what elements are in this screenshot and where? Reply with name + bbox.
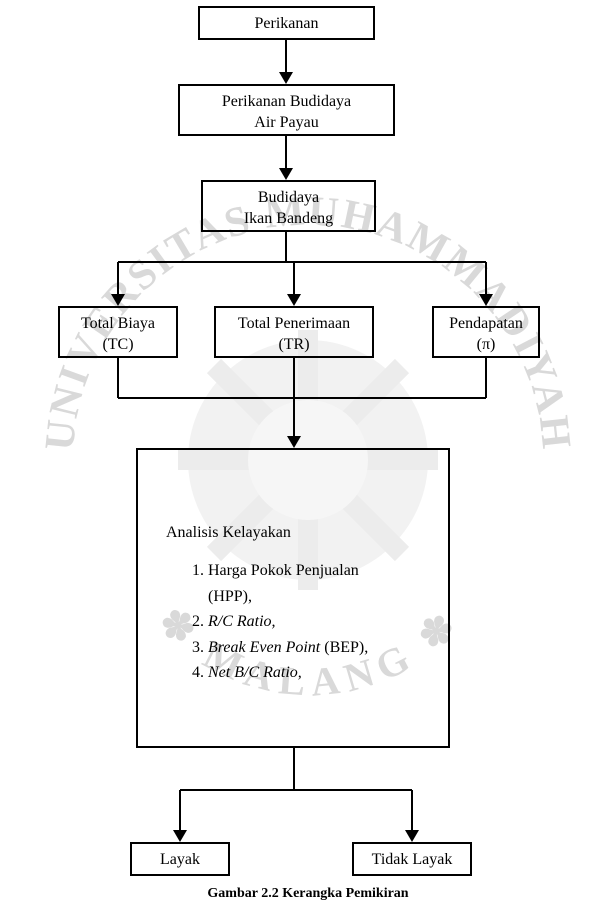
node-total-penerimaan-line2: (TR) xyxy=(278,336,309,353)
node-perikanan-label: Perikanan xyxy=(255,15,319,32)
figure-caption: Gambar 2.2 Kerangka Pemikiran xyxy=(0,886,616,902)
node-total-biaya: Total Biaya (TC) xyxy=(58,306,178,358)
node-layak-label: Layak xyxy=(160,851,200,868)
node-tidak-layak-label: Tidak Layak xyxy=(372,851,453,868)
analysis-item-2: R/C Ratio, xyxy=(208,609,424,635)
analysis-item-4: Net B/C Ratio, xyxy=(208,660,424,686)
node-layak: Layak xyxy=(130,842,230,876)
analysis-list: Harga Pokok Penjualan (HPP), R/C Ratio, … xyxy=(184,558,424,686)
node-budidaya-air-payau: Perikanan Budidaya Air Payau xyxy=(178,84,395,136)
analysis-item-3: Break Even Point (BEP), xyxy=(208,635,424,661)
node-pendapatan: Pendapatan (π) xyxy=(432,306,540,358)
node-total-penerimaan-line1: Total Penerimaan xyxy=(238,315,350,332)
node-pendapatan-line1: Pendapatan xyxy=(449,315,523,332)
flowchart: Perikanan Perikanan Budidaya Air Payau B… xyxy=(0,0,616,906)
node-budidaya-air-payau-line1: Perikanan Budidaya xyxy=(222,93,351,110)
node-analisis-kelayakan: Analisis Kelayakan Harga Pokok Penjualan… xyxy=(136,448,450,748)
analysis-item-1: Harga Pokok Penjualan (HPP), xyxy=(208,558,424,609)
node-ikan-bandeng-line2: Ikan Bandeng xyxy=(244,210,333,227)
node-total-penerimaan: Total Penerimaan (TR) xyxy=(214,306,374,358)
analysis-title: Analisis Kelayakan xyxy=(166,524,291,542)
node-ikan-bandeng: Budidaya Ikan Bandeng xyxy=(201,180,376,232)
node-tidak-layak: Tidak Layak xyxy=(352,842,472,876)
node-total-biaya-line1: Total Biaya xyxy=(81,315,155,332)
node-pendapatan-line2: (π) xyxy=(477,336,496,353)
node-total-biaya-line2: (TC) xyxy=(102,336,133,353)
node-perikanan: Perikanan xyxy=(198,6,375,40)
node-budidaya-air-payau-line2: Air Payau xyxy=(254,114,318,131)
node-ikan-bandeng-line1: Budidaya xyxy=(258,189,319,206)
